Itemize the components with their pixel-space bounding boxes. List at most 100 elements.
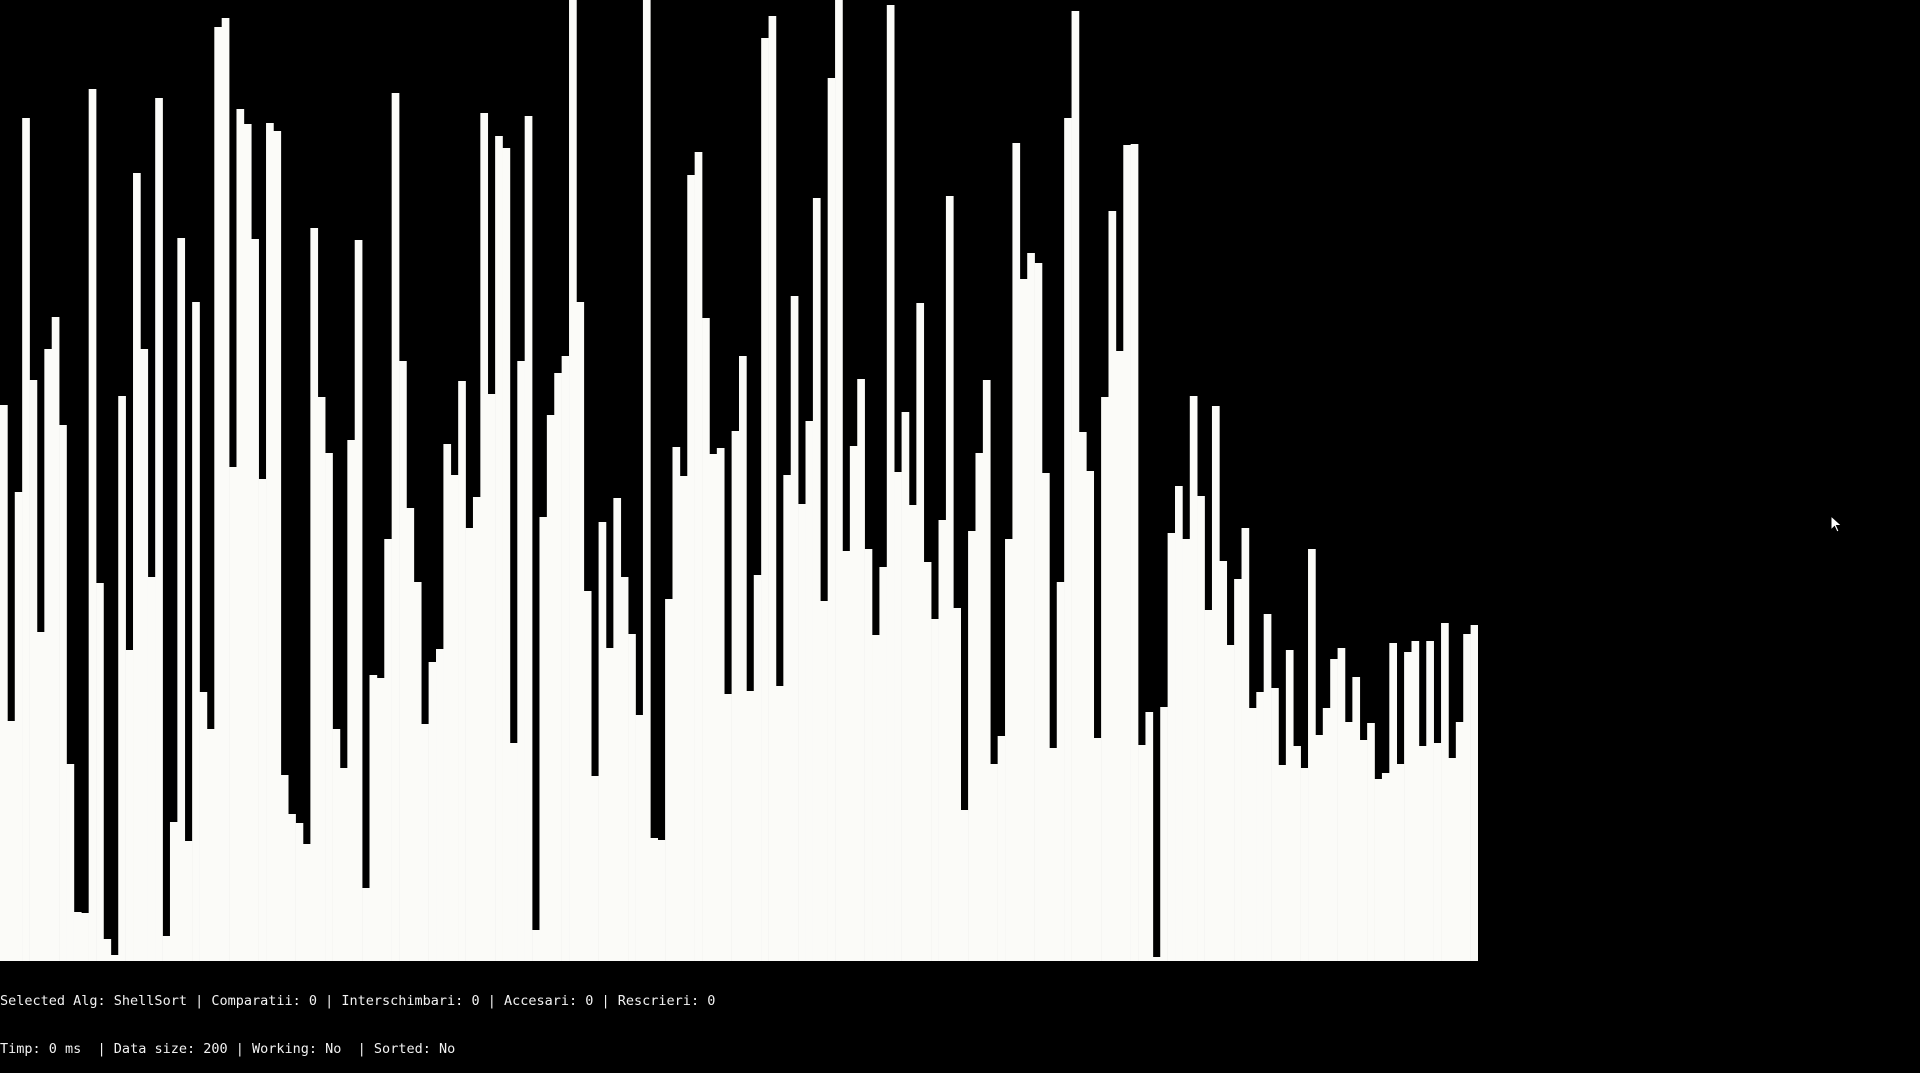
bar-133 xyxy=(982,380,991,961)
bar-57 xyxy=(421,724,429,961)
bar-96 xyxy=(709,454,718,961)
bar-66 xyxy=(487,394,496,961)
bar-92 xyxy=(679,476,688,961)
bar-189 xyxy=(1396,764,1405,961)
bar-110 xyxy=(812,198,821,961)
bar-196 xyxy=(1448,758,1457,961)
bar-137 xyxy=(1012,143,1021,961)
bar-159 xyxy=(1175,486,1183,961)
rescrieri-value: 0 xyxy=(707,993,716,1009)
bar-95 xyxy=(702,318,710,961)
bar-163 xyxy=(1204,610,1213,961)
bar-141 xyxy=(1041,473,1050,961)
bar-24 xyxy=(177,238,186,961)
working-label: | Working: xyxy=(227,1041,326,1057)
bar-7 xyxy=(51,317,60,961)
bar-171 xyxy=(1263,614,1272,961)
bar-53 xyxy=(391,93,400,961)
bar-120 xyxy=(886,5,895,961)
bar-94 xyxy=(694,152,703,961)
bar-2 xyxy=(14,492,23,961)
bar-143 xyxy=(1056,582,1065,961)
rescrieri-label: | Rescrieri: xyxy=(593,993,708,1009)
bar-128 xyxy=(945,196,954,961)
interschimbari-label: | Interschimbari: xyxy=(317,993,472,1009)
bar-150 xyxy=(1108,211,1117,961)
accesari-label: | Accesari: xyxy=(479,993,586,1009)
bar-116 xyxy=(857,379,865,961)
bar-83 xyxy=(613,498,622,961)
bar-68 xyxy=(502,148,511,961)
bar-16 xyxy=(118,396,126,961)
bar-104 xyxy=(768,16,777,961)
sorted-label: | Sorted: xyxy=(341,1041,439,1057)
bar-20 xyxy=(147,577,156,961)
bar-176 xyxy=(1300,768,1309,961)
bar-55 xyxy=(406,508,415,961)
bar-174 xyxy=(1285,650,1294,961)
bar-127 xyxy=(938,520,947,961)
bar-88 xyxy=(650,838,659,961)
bar-91 xyxy=(672,447,681,961)
bar-132 xyxy=(975,453,984,961)
bar-28 xyxy=(206,729,215,961)
bar-122 xyxy=(901,412,910,961)
bar-3 xyxy=(22,118,30,961)
bar-85 xyxy=(628,634,636,961)
bar-45 xyxy=(332,729,341,961)
bar-135 xyxy=(997,736,1006,961)
bar-77 xyxy=(569,0,577,961)
bar-41 xyxy=(302,844,311,961)
bar-51 xyxy=(376,678,385,961)
bar-40 xyxy=(295,823,304,961)
bar-114 xyxy=(842,551,851,961)
bar-10 xyxy=(73,912,82,961)
bar-183 xyxy=(1352,677,1361,961)
bar-6 xyxy=(44,349,53,961)
bar-33 xyxy=(243,124,252,961)
bar-164 xyxy=(1211,406,1220,961)
bar-154 xyxy=(1138,745,1146,961)
bar-145 xyxy=(1071,11,1080,961)
bar-168 xyxy=(1241,528,1250,961)
bar-105 xyxy=(775,686,784,961)
bar-148 xyxy=(1093,738,1102,961)
bar-87 xyxy=(642,0,651,961)
bar-32 xyxy=(236,109,245,961)
bar-86 xyxy=(635,715,644,961)
bar-134 xyxy=(990,764,998,961)
comparatii-label: | Comparatii: xyxy=(186,993,309,1009)
bar-1 xyxy=(7,721,16,961)
bar-29 xyxy=(214,27,222,961)
alg-label: Selected Alg: xyxy=(0,993,114,1009)
bar-0 xyxy=(0,405,8,961)
bar-115 xyxy=(849,446,858,961)
bar-186 xyxy=(1374,779,1383,961)
bar-156 xyxy=(1152,957,1161,961)
bar-70 xyxy=(517,361,525,961)
bar-22 xyxy=(162,936,171,961)
bar-56 xyxy=(413,582,422,961)
bar-165 xyxy=(1219,561,1228,961)
bar-111 xyxy=(820,601,828,961)
bar-48 xyxy=(354,240,363,961)
bar-39 xyxy=(288,814,296,961)
bar-54 xyxy=(399,361,407,961)
bar-195 xyxy=(1441,623,1449,961)
bar-46 xyxy=(339,768,348,961)
bar-19 xyxy=(140,349,149,961)
bar-47 xyxy=(347,440,356,961)
data-size-value: 200 xyxy=(203,1041,228,1057)
bar-138 xyxy=(1019,279,1028,961)
bar-166 xyxy=(1226,645,1235,961)
bar-194 xyxy=(1433,743,1442,961)
bar-121 xyxy=(894,472,902,961)
bar-80 xyxy=(591,776,599,961)
bar-12 xyxy=(88,89,97,961)
bar-178 xyxy=(1315,735,1324,961)
bar-170 xyxy=(1256,692,1264,961)
status-line-2: Timp: 0 ms | Data size: 200 | Working: N… xyxy=(0,1041,1478,1057)
bar-25 xyxy=(184,841,193,961)
bar-146 xyxy=(1078,432,1087,961)
bar-161 xyxy=(1189,396,1198,961)
